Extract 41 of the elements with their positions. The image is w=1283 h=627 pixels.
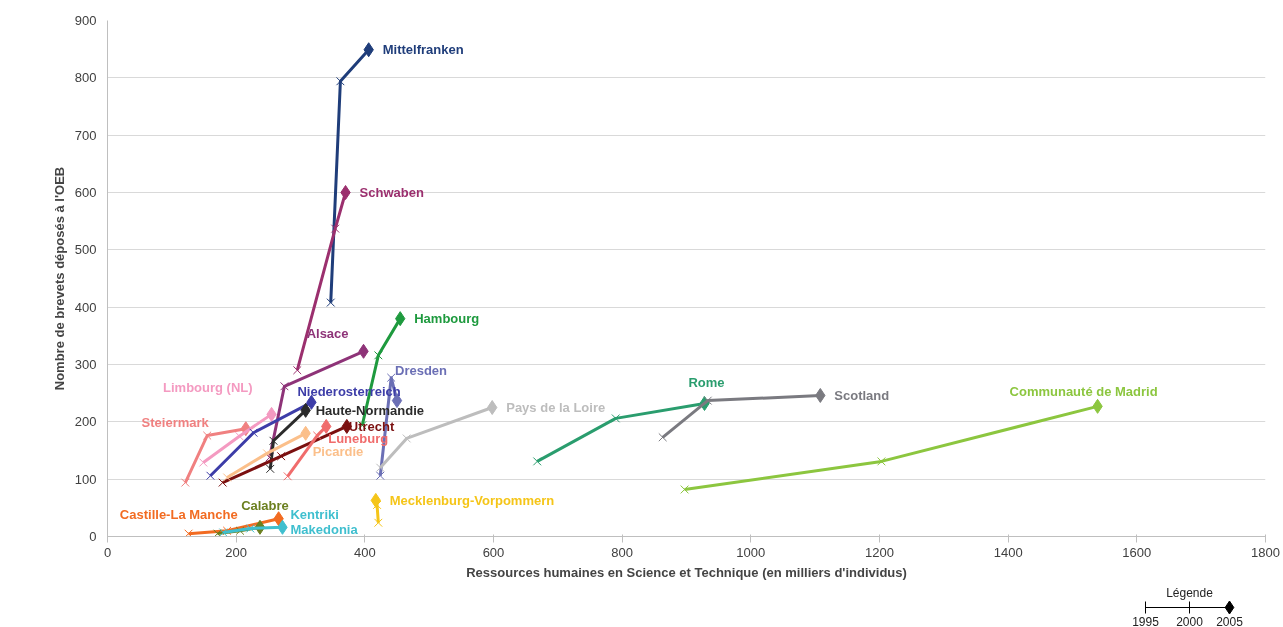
series-label: Pays de la Loire <box>506 400 606 415</box>
y-axis-title: Nombre de brevets déposés à l'OEB <box>51 166 67 391</box>
y-tick-label: 600 <box>74 185 97 200</box>
series-label: Picardie <box>312 443 364 459</box>
y-tick-label: 100 <box>74 471 97 487</box>
x-tick-label: 1800 <box>1251 544 1280 560</box>
legend-title: Légende <box>1166 585 1214 600</box>
series-label: Hambourg <box>414 311 480 327</box>
x-tick-label: 600 <box>482 544 505 560</box>
series-label: Schwaben <box>359 185 424 200</box>
text: 1995 <box>1132 615 1160 627</box>
y-tick-label: 500 <box>74 242 97 258</box>
x-axis-title: Ressources humaines en Science et Technique (en milliers d'individus) <box>466 564 907 580</box>
x-tick-label: 800 <box>611 544 634 560</box>
y-tick-label: 700 <box>74 127 97 143</box>
text: 2005 <box>1216 615 1244 627</box>
y-tick-label: 200 <box>74 414 97 430</box>
text: 2000 <box>1176 615 1204 627</box>
x-tick-label: 1400 <box>993 544 1023 560</box>
series-label: Castille-La Manche <box>119 507 238 523</box>
series-label: Steiermark <box>141 415 210 431</box>
series-label: Limbourg (NL) <box>163 379 253 395</box>
series-label: Kentriki Makedonia <box>290 507 359 538</box>
x-tick-label: 400 <box>353 544 376 560</box>
series-label: Dresden <box>395 363 448 379</box>
series-label: Calabre <box>241 497 289 513</box>
y-tick-label: 400 <box>74 299 97 315</box>
x-tick-label: 1200 <box>865 544 894 560</box>
x-tick-label: 1600 <box>1122 544 1152 560</box>
series-label: Communauté de Madrid <box>1009 383 1158 399</box>
x-tick-label: 0 <box>103 544 112 560</box>
x-tick-label: 200 <box>225 544 248 560</box>
y-tick-label: 900 <box>74 13 97 28</box>
series-label: Mittelfranken <box>382 42 464 58</box>
series-label: Scotland <box>834 387 890 403</box>
series-label: Rome <box>688 374 725 390</box>
series-label: Mecklenburg-Vorpommern <box>389 492 555 508</box>
y-tick-label: 300 <box>74 357 97 372</box>
x-tick-label: 1000 <box>736 544 766 560</box>
y-tick-label: 800 <box>74 70 97 86</box>
y-tick-label: 0 <box>89 529 97 544</box>
